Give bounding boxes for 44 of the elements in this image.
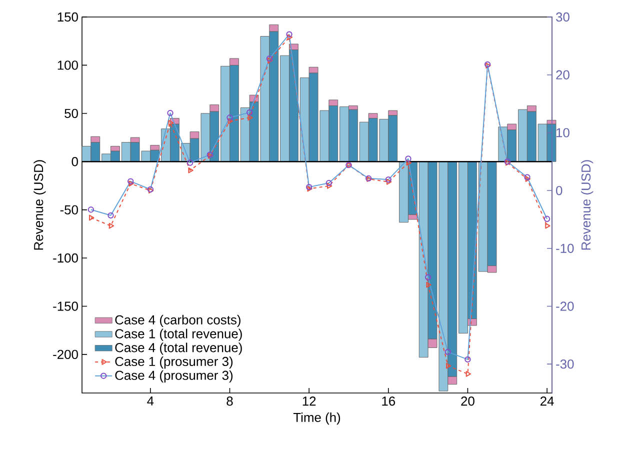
x-tick-label: 16 [382,396,396,406]
point [466,370,472,377]
y2-tick-label: 10 [556,128,570,138]
point [446,362,452,369]
point [386,178,392,185]
point [287,34,293,40]
y-tick-label: -50 [60,205,78,214]
y2-axis-title: Revenue (USD) [581,160,594,250]
y2-tick-label: 20 [556,70,570,80]
x-axis-title: Time (h) [293,412,340,425]
point [168,120,174,126]
y-axis-title: Revenue (USD) [34,160,46,250]
y2-tick-label: 30 [556,12,570,22]
legend-label: Case 1 (prosumer 3) [115,356,233,369]
x-tick-label: 12 [302,396,316,406]
point [545,222,550,229]
point [426,282,432,288]
legend-label: Case 4 (prosumer 3) [115,370,233,382]
legend-label: Case 4 (total revenue) [115,342,242,355]
y-tick-label: 100 [58,60,78,70]
legend-label: Case 1 (total revenue) [115,328,242,341]
y2-tick-label: 0 [556,186,562,196]
point [89,214,94,221]
legend-label: Case 4 (carbon costs) [115,314,240,328]
x-tick-label: 20 [461,396,474,406]
y-tick-label: 0 [72,157,78,166]
y2-tick-label: -30 [556,359,574,369]
y-tick-label: 150 [58,12,78,22]
y-tick-label: -200 [53,350,78,360]
x-tick-label: 4 [147,396,154,406]
y-tick-label: -100 [53,253,78,263]
point [248,114,253,121]
point [327,182,332,189]
point [108,222,114,229]
y2-tick-label: -10 [556,244,574,253]
point [228,118,234,124]
x-tick-label: 8 [226,396,233,406]
y-tick-label: 50 [64,108,78,118]
point [406,160,412,166]
x-tick-label: 24 [540,396,554,406]
y-tick-label: -150 [53,302,78,311]
point [128,180,134,187]
point [188,167,194,174]
y2-tick-label: -20 [556,302,574,311]
